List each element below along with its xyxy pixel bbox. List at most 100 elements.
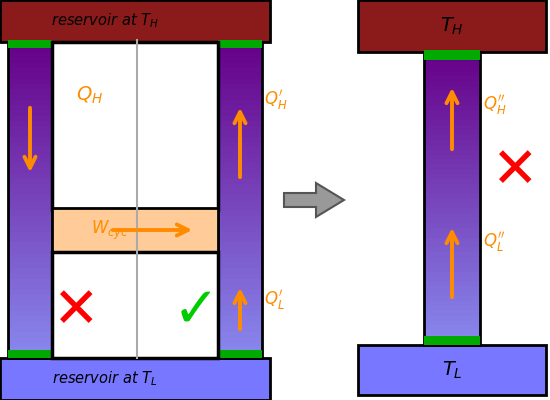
Bar xyxy=(218,63,262,68)
Bar xyxy=(8,321,52,326)
Bar xyxy=(424,252,480,257)
Bar xyxy=(218,226,262,232)
Bar xyxy=(218,279,262,284)
Text: ✕: ✕ xyxy=(53,285,99,339)
Bar xyxy=(8,300,52,305)
Bar xyxy=(424,189,480,194)
Bar xyxy=(218,247,262,253)
Bar xyxy=(8,42,52,47)
Bar xyxy=(218,232,262,237)
Bar xyxy=(218,79,262,84)
Bar xyxy=(424,116,480,120)
Bar xyxy=(424,57,480,62)
Bar xyxy=(8,295,52,300)
Bar xyxy=(8,47,52,52)
Text: ✓: ✓ xyxy=(173,285,219,339)
Bar xyxy=(8,242,52,247)
Text: $Q_L'$: $Q_L'$ xyxy=(264,288,285,312)
Bar xyxy=(218,142,262,147)
Bar xyxy=(218,316,262,321)
Bar xyxy=(8,84,52,89)
Bar xyxy=(424,203,480,208)
Bar xyxy=(218,40,262,48)
Bar xyxy=(8,279,52,284)
Bar xyxy=(424,62,480,67)
Bar xyxy=(218,174,262,179)
Bar xyxy=(218,237,262,242)
Bar xyxy=(424,262,480,267)
Bar xyxy=(424,208,480,213)
Bar xyxy=(8,42,52,358)
Bar xyxy=(218,195,262,200)
Bar xyxy=(8,158,52,163)
Bar xyxy=(8,184,52,190)
Bar xyxy=(218,95,262,100)
Bar xyxy=(8,350,52,358)
Bar xyxy=(424,86,480,91)
Bar xyxy=(424,52,480,57)
Bar xyxy=(424,179,480,184)
Bar xyxy=(424,228,480,233)
Bar xyxy=(8,316,52,321)
Bar xyxy=(358,345,546,395)
Text: $Q_H'$: $Q_H'$ xyxy=(264,88,288,112)
Bar xyxy=(52,252,218,358)
Bar xyxy=(424,242,480,247)
Bar xyxy=(218,110,262,116)
Bar xyxy=(8,221,52,226)
Bar xyxy=(8,284,52,290)
Bar xyxy=(218,168,262,174)
Bar xyxy=(424,213,480,218)
Bar xyxy=(8,274,52,279)
Bar xyxy=(424,160,480,164)
Bar xyxy=(8,68,52,74)
Bar xyxy=(218,200,262,205)
Bar xyxy=(8,348,52,353)
Bar xyxy=(218,253,262,258)
Bar xyxy=(218,52,262,58)
Bar xyxy=(8,247,52,253)
Bar xyxy=(218,132,262,137)
Bar xyxy=(8,190,52,195)
Bar xyxy=(218,90,262,95)
Bar xyxy=(424,101,480,106)
Bar xyxy=(8,258,52,263)
Bar xyxy=(218,342,262,348)
Bar xyxy=(218,84,262,89)
Bar xyxy=(218,126,262,132)
Bar xyxy=(424,106,480,111)
Bar xyxy=(424,267,480,272)
Bar xyxy=(8,105,52,110)
Bar xyxy=(8,116,52,121)
Bar xyxy=(424,76,480,81)
Text: $\mathit{reservoir\ at\ T_H}$: $\mathit{reservoir\ at\ T_H}$ xyxy=(51,12,159,30)
Bar xyxy=(8,132,52,137)
Bar xyxy=(424,154,480,160)
Bar xyxy=(424,120,480,125)
Bar xyxy=(8,152,52,158)
Text: $\mathit{T_H}$: $\mathit{T_H}$ xyxy=(440,15,464,37)
Bar xyxy=(424,223,480,228)
Bar xyxy=(8,110,52,116)
Bar xyxy=(8,142,52,147)
Bar xyxy=(8,163,52,168)
Bar xyxy=(218,47,262,52)
Bar xyxy=(218,348,262,353)
Bar xyxy=(424,233,480,238)
Bar xyxy=(218,42,262,358)
Bar xyxy=(424,135,480,140)
Bar xyxy=(8,126,52,132)
Bar xyxy=(218,105,262,110)
Bar xyxy=(218,321,262,326)
Bar xyxy=(424,282,480,286)
Bar xyxy=(218,205,262,210)
Bar xyxy=(8,40,52,48)
Bar xyxy=(424,81,480,86)
Bar xyxy=(8,253,52,258)
Bar xyxy=(218,242,262,247)
Bar xyxy=(424,277,480,282)
Bar xyxy=(218,263,262,268)
Bar xyxy=(8,290,52,295)
Bar xyxy=(424,306,480,311)
Text: ✕: ✕ xyxy=(492,145,538,199)
